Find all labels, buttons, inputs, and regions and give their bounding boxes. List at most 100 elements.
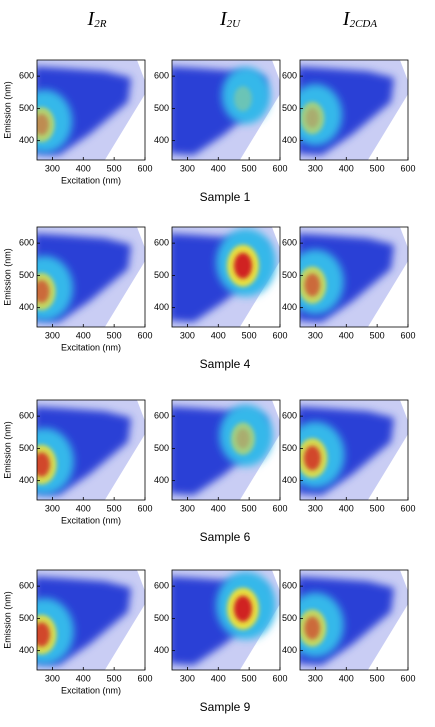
x-tick-label: 600: [400, 163, 415, 173]
heatmap-panel: 300 400 500 600 400 500 600 Excitation (nm) Emis…: [2, 226, 153, 352]
x-tick-label: 300: [180, 503, 195, 513]
x-tick-label: 500: [242, 330, 257, 340]
heat-hot: [305, 108, 319, 128]
heat-warm: [233, 86, 252, 112]
x-tick-label: 400: [339, 673, 354, 683]
x-tick-label: 300: [45, 503, 60, 513]
plot-frame: [171, 569, 281, 671]
x-tick-label: 400: [76, 163, 91, 173]
x-tick-label: 300: [45, 330, 60, 340]
y-tick-label: 400: [19, 302, 34, 312]
x-tick-label: 400: [211, 503, 226, 513]
y-tick-label: 500: [282, 270, 297, 280]
x-tick-label: 600: [400, 503, 415, 513]
y-tick-label: 500: [282, 443, 297, 453]
y-axis-label: Emission (nm): [2, 591, 12, 649]
x-tick-label: 500: [107, 330, 122, 340]
heat-hot: [303, 445, 321, 471]
plot-frame: [36, 399, 146, 501]
x-tick-label: 500: [370, 330, 385, 340]
sample-label: Sample 6: [200, 530, 251, 544]
y-tick-label: 400: [19, 135, 34, 145]
x-tick-label: 500: [242, 163, 257, 173]
x-tick-label: 600: [137, 330, 152, 340]
x-tick-label: 500: [107, 163, 122, 173]
heat-hot: [304, 616, 321, 640]
x-tick-label: 400: [339, 163, 354, 173]
heatmap: [172, 60, 280, 160]
heat-hot: [37, 452, 51, 477]
x-tick-label: 300: [180, 673, 195, 683]
column-header: I2CDA: [342, 8, 377, 30]
heatmap: [300, 400, 408, 500]
y-tick-label: 400: [154, 475, 169, 485]
y-tick-label: 400: [154, 645, 169, 655]
x-tick-label: 300: [308, 673, 323, 683]
x-tick-label: 400: [76, 503, 91, 513]
y-tick-label: 400: [282, 475, 297, 485]
y-tick-label: 600: [19, 581, 34, 591]
x-tick-label: 300: [180, 163, 195, 173]
y-tick-label: 500: [154, 613, 169, 623]
x-tick-label: 400: [76, 673, 91, 683]
x-tick-label: 500: [370, 163, 385, 173]
x-tick-label: 600: [400, 330, 415, 340]
x-tick-label: 400: [339, 330, 354, 340]
y-tick-label: 600: [282, 238, 297, 248]
heatmap-panel: 300 400 500 600 400 500 600: [154, 569, 288, 683]
plot-frame: [36, 226, 146, 328]
sample-label: Sample 4: [200, 357, 251, 371]
x-tick-label: 600: [137, 503, 152, 513]
heatmap-panel: 300 400 500 600 400 500 600: [282, 59, 416, 173]
heatmap: [172, 570, 280, 670]
x-tick-label: 400: [211, 163, 226, 173]
sample-label: Sample 9: [200, 700, 251, 714]
heatmap: [37, 227, 145, 327]
plot-frame: [36, 569, 146, 671]
y-tick-label: 600: [154, 71, 169, 81]
heatmap-panel: 300 400 500 600 400 500 600: [154, 226, 288, 340]
x-tick-label: 300: [308, 330, 323, 340]
y-tick-label: 500: [19, 103, 34, 113]
x-tick-label: 300: [45, 673, 60, 683]
heatmap-panel: 300 400 500 600 400 500 600: [154, 399, 288, 513]
y-tick-label: 600: [282, 411, 297, 421]
x-axis-label: Excitation (nm): [61, 515, 121, 525]
y-tick-label: 400: [154, 135, 169, 145]
heatmap: [172, 400, 280, 500]
y-tick-label: 500: [19, 443, 34, 453]
plot-frame: [299, 226, 409, 328]
heat-hot: [236, 428, 250, 449]
y-tick-label: 600: [282, 71, 297, 81]
y-tick-label: 500: [154, 103, 169, 113]
y-tick-label: 500: [282, 613, 297, 623]
x-axis-label: Excitation (nm): [61, 175, 121, 185]
y-tick-label: 600: [154, 238, 169, 248]
heatmap-panel: 300 400 500 600 400 500 600: [154, 59, 288, 173]
x-tick-label: 300: [45, 163, 60, 173]
x-tick-label: 300: [308, 503, 323, 513]
heatmap: [300, 60, 408, 160]
heatmap-panel: 300 400 500 600 400 500 600 Excitation (nm) Emis…: [2, 569, 153, 695]
y-tick-label: 400: [282, 135, 297, 145]
heatmap: [37, 60, 145, 160]
heatmap-panel: 300 400 500 600 400 500 600: [282, 569, 416, 683]
heat-hot: [37, 280, 50, 303]
x-tick-label: 600: [137, 163, 152, 173]
y-tick-label: 400: [19, 475, 34, 485]
heat-hot: [37, 113, 49, 136]
plot-frame: [171, 59, 281, 161]
y-tick-label: 500: [19, 613, 34, 623]
x-axis-label: Excitation (nm): [61, 342, 121, 352]
x-tick-label: 500: [107, 503, 122, 513]
plot-frame: [171, 226, 281, 328]
heatmap-panel: 300 400 500 600 400 500 600 Excitation (nm) Emis…: [2, 399, 153, 525]
y-tick-label: 500: [154, 270, 169, 280]
y-tick-label: 600: [154, 411, 169, 421]
x-tick-label: 400: [339, 503, 354, 513]
x-tick-label: 500: [107, 673, 122, 683]
x-tick-label: 400: [211, 330, 226, 340]
y-tick-label: 400: [282, 302, 297, 312]
heat-hot: [37, 622, 51, 647]
